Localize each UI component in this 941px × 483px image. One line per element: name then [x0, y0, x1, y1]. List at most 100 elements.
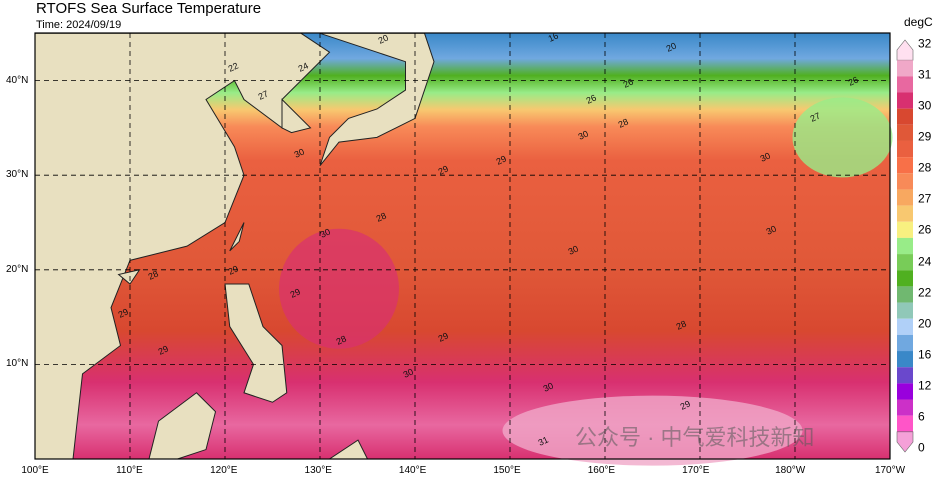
colorbar-swatch	[897, 367, 913, 384]
map-title: RTOFS Sea Surface Temperature	[36, 0, 262, 17]
colorbar-label: 6	[918, 409, 925, 424]
warm-pool-patch	[279, 228, 399, 349]
colorbar-swatch	[897, 157, 913, 174]
colorbar-swatch	[897, 334, 913, 352]
colorbar-swatch	[896, 39, 914, 61]
contour-label: 27	[257, 89, 270, 102]
colorbar-swatch	[897, 286, 913, 303]
contour-label: 26	[585, 93, 598, 106]
land-mass	[34, 32, 331, 460]
contour-label: 30	[319, 227, 332, 240]
contour-label: 28	[375, 211, 388, 224]
warm-pool-patch	[502, 395, 803, 466]
contour-label: 31	[537, 435, 550, 448]
contour-label: 28	[675, 319, 688, 332]
colorbar-unit: degC	[904, 15, 933, 29]
contour-label: 29	[117, 307, 130, 320]
cool-patch	[792, 97, 893, 178]
colorbar-label: 20	[918, 316, 932, 331]
colorbar-label: 22	[918, 285, 932, 300]
land-mass	[224, 283, 288, 403]
contour-label: 30	[759, 151, 772, 164]
colorbar-swatch	[897, 189, 913, 206]
colorbar-swatch	[897, 140, 913, 158]
contour-label: 29	[227, 264, 240, 277]
y-tick-label: 20°N	[6, 263, 29, 275]
land-mass	[117, 269, 141, 285]
colorbar-swatch	[897, 351, 913, 368]
colorbar-label: 27	[918, 191, 932, 206]
contour-label: 22	[227, 61, 240, 74]
colorbar-label: 28	[918, 160, 932, 175]
colorbar-swatch	[896, 431, 914, 453]
colorbar-swatch	[897, 270, 913, 287]
colorbar-swatch	[897, 415, 913, 432]
colorbar-label: 32	[918, 36, 932, 51]
colorbar-swatch	[897, 60, 913, 77]
contour-label: 28	[335, 334, 348, 347]
contour-label: 29	[679, 399, 692, 412]
contour-label: 30	[567, 244, 580, 257]
colorbar-swatch	[897, 399, 913, 416]
contour-label: 26	[847, 75, 860, 88]
x-tick-label: 130°E	[304, 465, 332, 476]
x-tick-label: 100°E	[21, 465, 49, 476]
x-tick-label: 140°E	[398, 465, 427, 476]
contour-label: 27	[809, 111, 822, 124]
contour-label: 30	[765, 224, 778, 237]
x-tick-label: 150°E	[493, 465, 521, 476]
colorbar-label: 12	[918, 378, 932, 393]
watermark: 公众号 · 中气爱科技新知	[575, 425, 815, 450]
y-tick-label: 10°N	[6, 358, 29, 370]
colorbar-swatch	[897, 76, 913, 93]
contour-label: 29	[495, 154, 508, 167]
x-tick-label: 120°E	[210, 465, 238, 476]
colorbar-swatch	[897, 302, 913, 319]
land-mass	[319, 32, 435, 167]
contour-label: 29	[289, 287, 302, 300]
colorbar-label: 24	[918, 254, 932, 269]
contour-label: 30	[402, 367, 415, 380]
colorbar-swatch	[897, 92, 913, 109]
contour-label: 29	[157, 344, 170, 357]
contour-label: 30	[542, 381, 555, 394]
colorbar-swatch	[897, 221, 913, 238]
x-tick-label: 110°E	[116, 465, 143, 476]
colorbar-swatch	[897, 124, 913, 141]
contour-label: 20	[665, 41, 678, 54]
colorbar-swatch	[897, 254, 913, 271]
colorbar-label: 26	[918, 222, 932, 237]
map-frame	[34, 32, 891, 460]
contour-label: 24	[297, 61, 310, 74]
colorbar-label: 16	[918, 347, 932, 362]
x-tick-label: 160°E	[587, 465, 616, 476]
colorbar-label: 0	[918, 440, 925, 455]
contour-label: 30	[577, 129, 590, 142]
y-tick-label: 30°N	[6, 169, 29, 181]
colorbar-swatch	[897, 108, 913, 125]
contour-label: 30	[293, 147, 306, 160]
colorbar-swatch	[897, 173, 913, 190]
contour-label: 16	[547, 31, 560, 44]
colorbar-label: 31	[918, 67, 932, 82]
colorbar-label: 29	[918, 129, 932, 144]
x-tick-label: 170°E	[682, 465, 710, 476]
colorbar-swatch	[897, 383, 913, 400]
map-time: Time: 2024/09/19	[36, 19, 122, 31]
contour-label: 28	[147, 269, 160, 282]
colorbar-swatch	[897, 205, 913, 222]
x-tick-label: 180°W	[775, 465, 806, 476]
colorbar-label: 30	[918, 98, 932, 113]
colorbar-swatch	[897, 318, 913, 335]
x-tick-label: 170°W	[874, 465, 906, 476]
land-mass	[229, 222, 245, 252]
colorbar-swatch	[897, 237, 913, 255]
contour-label: 28	[617, 117, 630, 130]
contour-label: 29	[437, 331, 450, 344]
contour-label: 20	[377, 33, 390, 46]
land-mass	[281, 98, 312, 134]
y-tick-label: 40°N	[6, 74, 29, 86]
contour-label: 26	[622, 77, 635, 90]
contour-label: 29	[437, 164, 450, 177]
